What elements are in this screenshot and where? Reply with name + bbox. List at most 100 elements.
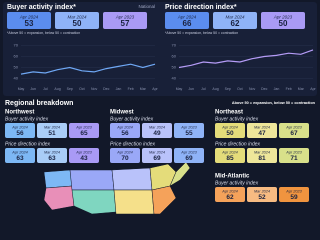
stat-label: Apr 2023 [285,151,302,155]
stat-box [37,148,67,163]
stat-box [69,148,99,163]
stat-label: Apr 2023 [285,190,302,194]
stat-box [174,148,204,163]
chart-title: Buyer activity index* [7,4,76,11]
map-new-england [169,161,191,187]
stat-box [110,123,140,138]
x-tick-label: Jun [188,87,194,91]
stat-label: Apr 2023 [273,14,293,19]
x-tick-label: Jun [30,87,36,91]
stat-label: Apr 2023 [75,126,92,130]
y-tick-label: 70 [172,43,177,48]
badge: National [138,4,155,9]
stat-label: Apr 2024 [116,151,132,155]
stat-value: 69 [153,155,161,162]
stat-label: Apr 2023 [115,14,135,19]
x-tick-label: Feb [128,87,134,91]
stat-box [247,123,277,138]
stat-label: Apr 2024 [221,151,237,155]
stat-label: Mar 2024 [67,14,87,19]
index-title: Price direction index [5,141,51,147]
stat-box [5,123,35,138]
stat-label: Mar 2024 [254,151,270,155]
x-tick-label: Jan [274,87,280,91]
x-tick-label: Dec [261,87,267,91]
stat-value: 52 [258,194,266,201]
x-tick-label: Mar [140,87,147,91]
index-title: Buyer activity index [215,116,259,122]
stat-label: Apr 2024 [221,126,237,130]
region-name: Mid-Atlantic [215,174,250,180]
map-west [43,185,75,211]
stat-value: 66 [183,19,192,28]
stat-label: Apr 2024 [221,190,237,194]
x-tick-label: Mar [298,87,305,91]
stat-box [142,123,172,138]
stat-label: Mar 2024 [44,126,60,130]
stat-label: Apr 2023 [180,151,197,155]
x-tick-label: Sep [225,87,231,91]
x-tick-label: Sep [67,87,73,91]
index-title: Price direction index [110,141,156,147]
stat-label: Apr 2023 [180,126,197,130]
stat-value: 71 [290,155,298,162]
stat-box [55,12,99,29]
stat-box [215,187,245,202]
stat-label: Apr 2024 [19,14,39,19]
stat-value: 65 [80,130,88,137]
stat-box [279,148,309,163]
section-note: Above 50 = expansion, below 50 = contrac… [232,101,316,105]
stat-value: 57 [121,19,130,28]
x-tick-label: Dec [103,87,109,91]
stat-value: 50 [226,130,234,137]
stat-label: Apr 2023 [75,151,92,155]
x-tick-label: Jan [116,87,122,91]
stat-box [247,148,277,163]
stat-label: Apr 2024 [116,126,132,130]
x-tick-label: Aug [54,87,60,91]
stat-box [110,148,140,163]
stat-label: Mar 2024 [254,126,270,130]
map-midwest-east [111,167,153,191]
x-tick-label: Jul [201,87,206,91]
us-map [43,161,191,214]
map-northwest [43,169,73,189]
region-name: Northwest [5,110,34,116]
stat-box [165,12,209,29]
index-title: Price direction index [215,141,261,147]
stat-label: Mar 2024 [225,14,245,19]
y-tick-label: 40 [172,76,177,81]
y-tick-label: 70 [14,43,19,48]
y-tick-label: 50 [14,65,19,70]
x-tick-label: Oct [79,87,84,91]
y-tick-label: 40 [14,76,19,81]
region-name: Midwest [110,110,134,116]
stat-label: Apr 2024 [11,151,27,155]
x-tick-label: Oct [237,87,242,91]
stat-box [215,148,245,163]
y-tick-label: 60 [172,54,177,59]
section-title: Regional breakdown [5,100,73,107]
stat-value: 43 [80,155,88,162]
stat-label: Mar 2024 [254,190,270,194]
stat-label: Apr 2024 [177,14,197,19]
x-tick-label: Nov [91,87,97,91]
map-south [113,189,155,214]
index-title: Buyer activity index [110,116,154,122]
x-tick-label: Aug [212,87,218,91]
stat-value: 59 [290,194,298,201]
index-title: Buyer activity index [5,116,49,122]
stat-value: 70 [121,155,129,162]
stat-box [174,123,204,138]
stat-box [5,148,35,163]
stat-box [279,187,309,202]
stat-value: 67 [290,130,298,137]
page: {"chart_data":[ {"type":"line","title":"… [3,2,317,214]
stat-value: 50 [279,19,288,28]
stat-label: Apr 2023 [285,126,302,130]
stat-box [215,123,245,138]
stat-value: 62 [231,19,240,28]
stat-value: 69 [185,155,193,162]
index-title: Buyer activity index [215,180,259,186]
x-tick-label: Apr [152,87,158,91]
